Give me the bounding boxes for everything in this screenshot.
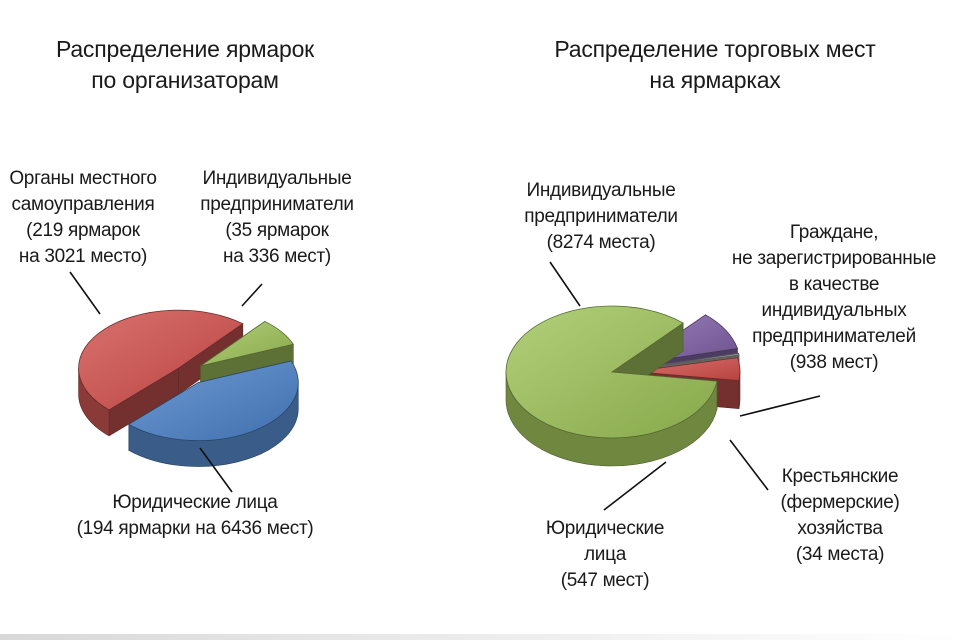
label-line: хозяйства [797,518,883,539]
label-line: Органы местного [9,168,157,189]
pie2 [505,305,741,467]
pie-slice-top [505,305,718,439]
label-line: (34 места) [795,544,885,565]
label-line: на 3021 место) [18,246,148,267]
chart2-title-line2: на ярмарках [649,67,781,93]
chart1-title: Распределение ярмарок по организаторам [30,34,340,96]
label-line: (938 мест) [789,352,879,373]
pie-slice-top [200,320,295,367]
label-line: (194 ярмарки на 6436 мест) [76,518,314,539]
label-entrepreneurs-fairs: Индивидуальные предприниматели (35 ярмар… [184,166,370,270]
pie-slice-top [633,357,741,382]
label-line: в качестве [788,274,880,295]
label-line: самоуправления [11,194,155,215]
label-line: на 336 мест) [223,246,331,267]
label-local-authorities: Органы местного самоуправления (219 ярма… [0,166,172,270]
label-farms-places: Крестьянские (фермерские) хозяйства (34 … [752,464,928,568]
label-legal-entities-fairs: Юридические лица (194 ярмарки на 6436 ме… [40,490,350,542]
label-line: Юридические [545,518,665,539]
label-line: Юридические лица [112,492,278,513]
leader-line [199,447,233,493]
label-line: предприниматели [524,206,678,227]
leader-line [603,461,667,511]
label-line: предприниматели [200,194,354,215]
label-line: лица [584,544,626,565]
label-line: Индивидуальные [202,168,352,189]
label-line: Граждане, [789,222,879,243]
leader-line [241,283,263,307]
chart2-title-line1: Распределение торговых мест [554,36,876,62]
label-line: предпринимателей [752,326,916,347]
label-line: Крестьянские [781,466,899,487]
leader-line [739,395,821,417]
label-line: Индивидуальные [526,180,676,201]
pie-slice [128,360,299,467]
chart1-title-line1: Распределение ярмарок [55,36,315,62]
pie1 [78,309,299,467]
label-line: (219 ярмарок [26,220,140,241]
label-line: (35 ярмарок [225,220,329,241]
label-line: (фермерские) [780,492,900,513]
label-citizens-places: Граждане, не зарегистрированные в качест… [706,220,960,376]
label-entrepreneurs-places: Индивидуальные предприниматели (8274 мес… [498,178,704,256]
pie-slice [505,305,718,467]
leader-line [549,261,581,307]
label-line: индивидуальных [761,300,907,321]
pie-slice-top [128,360,299,441]
chart1-title-line2: по организаторам [91,67,279,93]
chart2-title: Распределение торговых мест на ярмарках [515,34,915,96]
leader-line [69,271,101,315]
label-line: (547 мест) [560,570,650,591]
label-legal-entities-places: Юридические лица (547 мест) [520,516,690,594]
pie-slice-top [78,309,244,411]
label-line: (8274 места) [546,232,656,253]
label-line: не зарегистрированные [731,248,937,269]
leader-line [729,439,769,491]
bottom-divider [0,634,960,640]
pie-slice [78,309,244,437]
leader-lines [69,261,821,511]
